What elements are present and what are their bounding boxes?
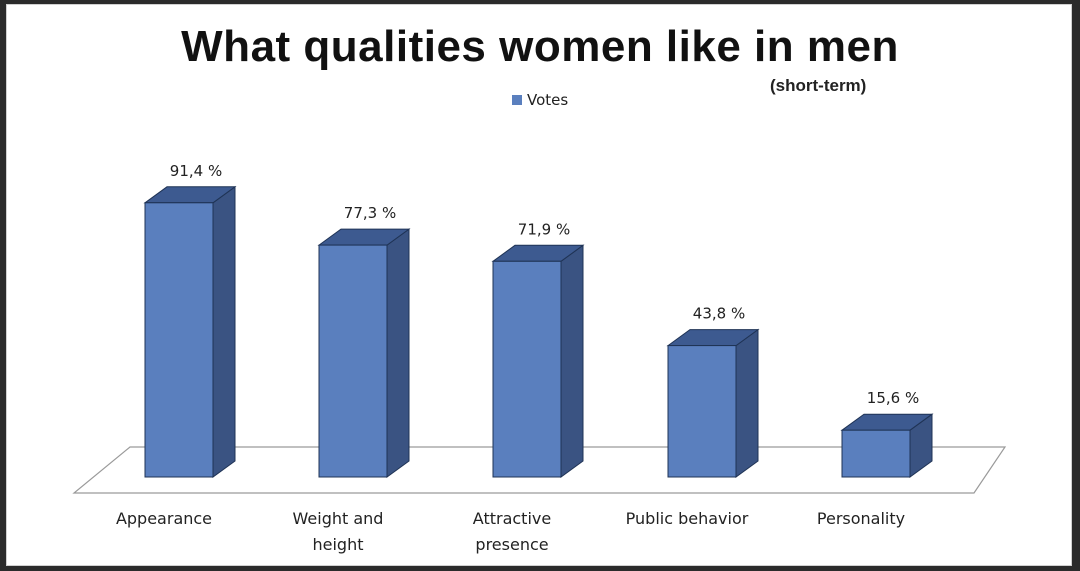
bar-front [318,244,388,478]
bar-front [841,429,911,478]
legend-label: Votes [527,91,569,109]
bar-side [386,228,410,478]
bar-1 [143,185,237,478]
bar-front [492,260,562,478]
x-tick-label: Personality [817,509,905,528]
bar-side [735,328,759,478]
bar-5 [840,413,934,478]
x-tick-label: Appearance [116,509,212,528]
bar-3 [491,244,585,478]
data-label: 43,8 % [693,305,745,323]
x-tick-label: height [313,535,364,554]
bar-front [144,202,214,478]
legend-swatch [512,95,522,105]
x-tick-label: Weight and [293,509,384,528]
bar-side [560,244,584,478]
chart-subtitle: (short-term) [770,76,867,95]
x-tick-label: Public behavior [626,509,749,528]
x-tick-label: presence [475,535,548,554]
data-label: 71,9 % [518,220,570,238]
bar-2 [317,228,411,478]
chart-title: What qualities women like in men [181,22,899,71]
legend: Votes [512,91,568,109]
bar-front [667,345,737,478]
x-tick-label: Attractive [473,509,551,528]
data-label: 15,6 % [867,389,919,407]
data-label: 91,4 % [170,162,222,180]
data-label: 77,3 % [344,204,396,222]
bar-side [212,185,236,478]
bar-4 [666,328,760,478]
